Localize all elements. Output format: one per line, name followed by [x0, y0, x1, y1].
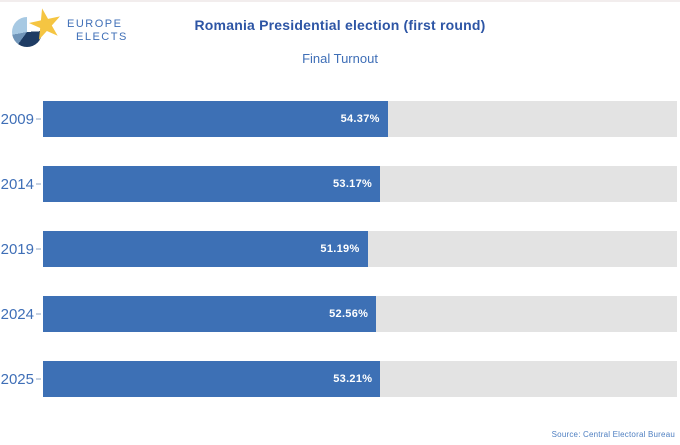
bar-track: 53.21% [43, 361, 677, 397]
chart-title: Romania Presidential election (first rou… [194, 17, 486, 33]
bar-track: 51.19% [43, 231, 677, 267]
logo-line2: ELECTS [76, 31, 128, 43]
tick-mark [36, 118, 41, 120]
year-label: 2024 [0, 305, 34, 323]
bar-value-label: 54.37% [340, 113, 380, 125]
year-label: 2019 [0, 240, 34, 258]
bar-fill: 53.17% [43, 166, 381, 202]
europe-elects-logo: EUROPE ELECTS [10, 6, 220, 56]
tick-mark [36, 248, 41, 250]
year-label: 2025 [0, 370, 34, 388]
bar-row: 2024 52.56% [0, 296, 677, 332]
bar-track: 54.37% [43, 101, 677, 137]
bar-row: 2025 53.21% [0, 361, 677, 397]
source-note: Source: Central Electoral Bureau [551, 430, 675, 439]
bar-row: 2019 51.19% [0, 231, 677, 267]
top-edge-strip [0, 0, 680, 2]
year-label: 2014 [0, 175, 34, 193]
bar-value-label: 53.21% [333, 373, 373, 385]
bar-fill: 51.19% [43, 231, 368, 267]
bar-fill: 54.37% [43, 101, 388, 137]
bar-fill: 52.56% [43, 296, 377, 332]
bar-rows: 2009 54.37% 2014 53.17% 2019 51.19% 2024 52.56%… [0, 101, 677, 397]
tick-mark [36, 378, 41, 380]
logo-text: EUROPE ELECTS [67, 18, 128, 44]
chart-subtitle: Final Turnout [302, 51, 378, 66]
tick-mark [36, 183, 41, 185]
bar-row: 2009 54.37% [0, 101, 677, 137]
logo-line1: EUROPE [67, 18, 123, 30]
bar-fill: 53.21% [43, 361, 381, 397]
year-label: 2009 [0, 110, 34, 128]
bar-track: 53.17% [43, 166, 677, 202]
bar-track: 52.56% [43, 296, 677, 332]
bar-value-label: 53.17% [332, 178, 373, 190]
bar-value-label: 51.19% [320, 243, 360, 255]
tick-mark [36, 313, 41, 315]
bar-chart: 2009 54.37% 2014 53.17% 2019 51.19% 2024 52.56%… [0, 101, 677, 426]
bar-row: 2014 53.17% [0, 166, 677, 202]
bar-value-label: 52.56% [329, 308, 369, 320]
